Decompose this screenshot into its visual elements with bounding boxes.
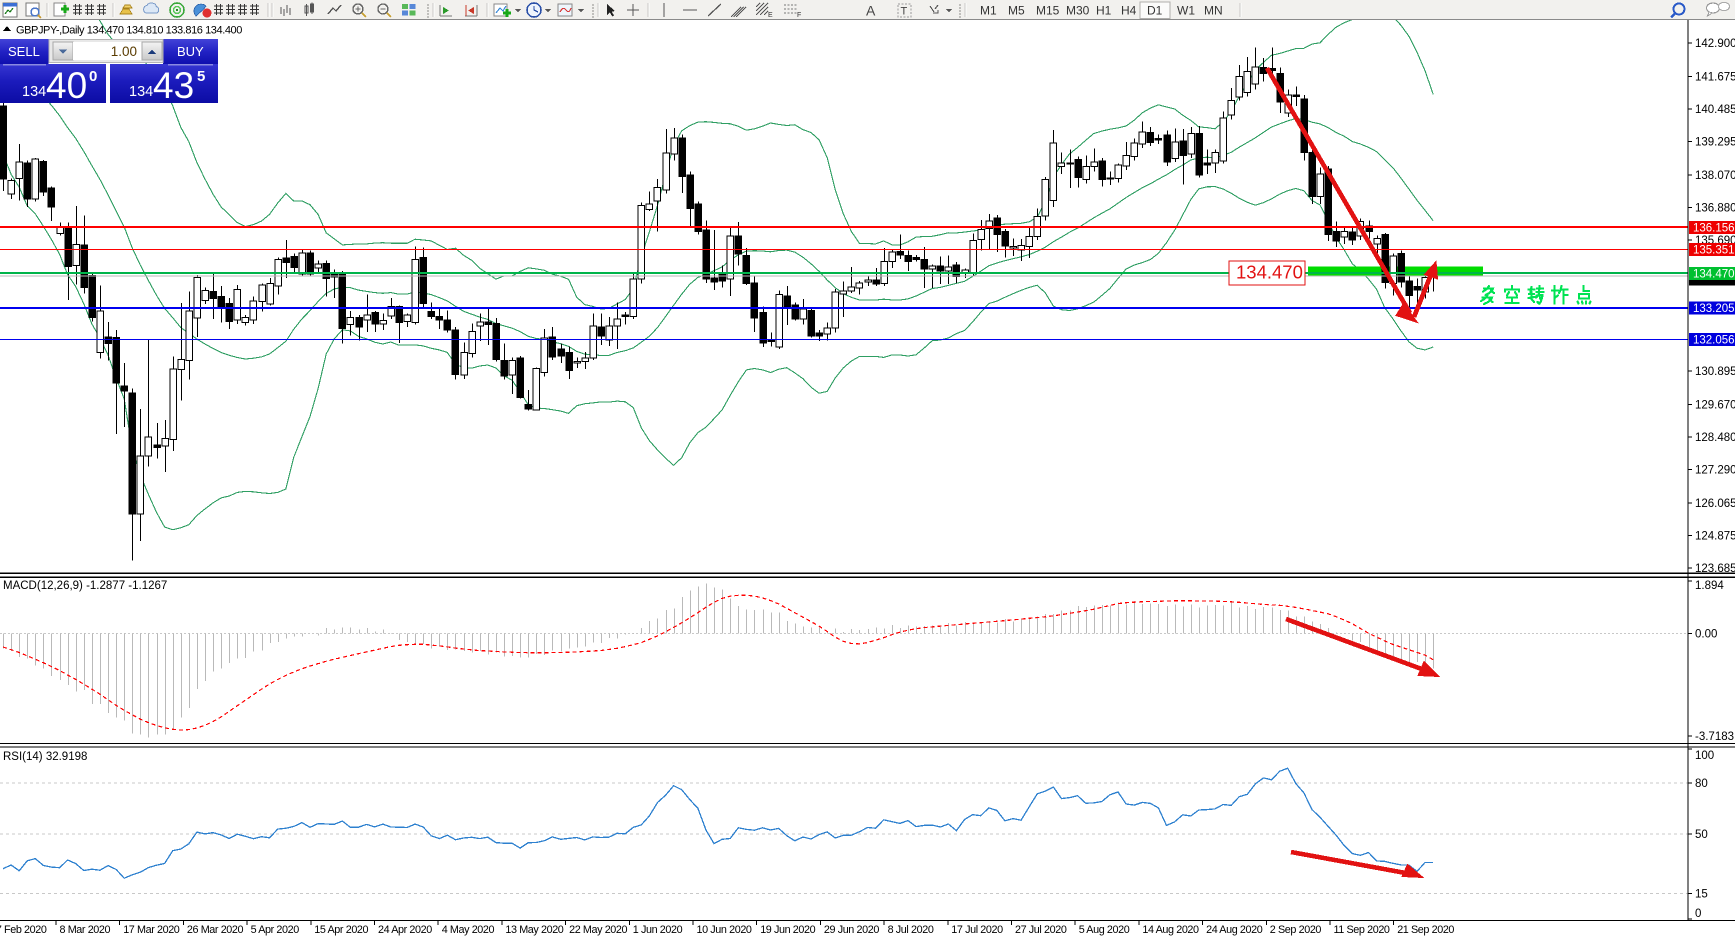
- svg-text:15 Apr 2020: 15 Apr 2020: [314, 924, 368, 936]
- svg-text:134.470: 134.470: [1236, 262, 1303, 283]
- svg-text:134: 134: [22, 84, 46, 100]
- svg-text:27 Jul 2020: 27 Jul 2020: [1015, 924, 1067, 936]
- svg-text:RSI(14) 32.9198: RSI(14) 32.9198: [3, 751, 87, 763]
- svg-text:2 Sep 2020: 2 Sep 2020: [1270, 924, 1322, 936]
- svg-text:H4: H4: [1121, 4, 1137, 18]
- svg-text:5 Apr 2020: 5 Apr 2020: [251, 924, 300, 936]
- svg-text:5 Aug 2020: 5 Aug 2020: [1079, 924, 1130, 936]
- svg-text:100: 100: [1695, 750, 1714, 762]
- svg-text:13 May 2020: 13 May 2020: [505, 924, 563, 936]
- svg-text:M1: M1: [980, 4, 997, 18]
- svg-text:142.900: 142.900: [1695, 38, 1735, 50]
- svg-text:M15: M15: [1036, 4, 1060, 18]
- svg-text:136.156: 136.156: [1693, 222, 1735, 234]
- svg-text:22 May 2020: 22 May 2020: [569, 924, 627, 936]
- svg-text:24 Apr 2020: 24 Apr 2020: [378, 924, 432, 936]
- svg-text:H1: H1: [1096, 4, 1112, 18]
- svg-text:135.351: 135.351: [1693, 244, 1735, 256]
- svg-text:A: A: [866, 3, 876, 19]
- svg-text:BUY: BUY: [177, 44, 204, 59]
- svg-text:1.00: 1.00: [111, 44, 137, 59]
- svg-text:0.00: 0.00: [1695, 629, 1717, 641]
- svg-text:M30: M30: [1066, 4, 1090, 18]
- svg-text:D1: D1: [1147, 4, 1163, 18]
- svg-text:E: E: [768, 12, 773, 19]
- svg-text:138.070: 138.070: [1695, 170, 1735, 182]
- svg-text:133.205: 133.205: [1693, 303, 1735, 315]
- svg-text:136.880: 136.880: [1695, 203, 1735, 215]
- svg-text:14 Aug 2020: 14 Aug 2020: [1142, 924, 1199, 936]
- svg-text:17 Jul 2020: 17 Jul 2020: [951, 924, 1003, 936]
- svg-text:134.470: 134.470: [1693, 268, 1735, 280]
- svg-text:43: 43: [153, 65, 194, 106]
- svg-text:M5: M5: [1008, 4, 1025, 18]
- svg-text:130.895: 130.895: [1695, 366, 1735, 378]
- svg-text:139.295: 139.295: [1695, 137, 1735, 149]
- svg-text:140.485: 140.485: [1695, 104, 1735, 116]
- svg-text:15: 15: [1695, 889, 1708, 901]
- svg-text:8 Jul 2020: 8 Jul 2020: [888, 924, 934, 936]
- svg-text:141.675: 141.675: [1695, 72, 1735, 84]
- svg-text:11 Sep 2020: 11 Sep 2020: [1334, 924, 1390, 936]
- svg-text:124.875: 124.875: [1695, 531, 1735, 543]
- svg-text:24 Aug 2020: 24 Aug 2020: [1206, 924, 1263, 936]
- svg-text:4 May 2020: 4 May 2020: [442, 924, 495, 936]
- svg-text:10 Jun 2020: 10 Jun 2020: [697, 924, 752, 936]
- svg-text:29 Jun 2020: 29 Jun 2020: [824, 924, 879, 936]
- svg-text:F: F: [797, 12, 801, 19]
- svg-text:123.685: 123.685: [1695, 563, 1735, 575]
- svg-text:0: 0: [89, 68, 97, 85]
- svg-text:5: 5: [197, 68, 205, 85]
- svg-text:21 Sep 2020: 21 Sep 2020: [1397, 924, 1454, 936]
- svg-text:MACD(12,26,9) -1.2877 -1.1267: MACD(12,26,9) -1.2877 -1.1267: [3, 580, 167, 592]
- svg-text:T: T: [901, 6, 908, 18]
- svg-text:128.480: 128.480: [1695, 432, 1735, 444]
- svg-text:50: 50: [1695, 829, 1708, 841]
- svg-text:132.056: 132.056: [1693, 334, 1735, 346]
- svg-text:GBPJPY-,Daily 134.470 134.810: GBPJPY-,Daily 134.470 134.810 133.816 13…: [16, 25, 242, 37]
- svg-text:134: 134: [129, 84, 153, 100]
- svg-text:40: 40: [46, 65, 87, 106]
- svg-text:19 Jun 2020: 19 Jun 2020: [760, 924, 815, 936]
- svg-text:8 Mar 2020: 8 Mar 2020: [60, 924, 111, 936]
- svg-text:80: 80: [1695, 778, 1708, 790]
- svg-text:127.290: 127.290: [1695, 465, 1735, 477]
- svg-text:0: 0: [1695, 908, 1701, 920]
- svg-text:7 Feb 2020: 7 Feb 2020: [0, 924, 47, 936]
- svg-text:129.670: 129.670: [1695, 400, 1735, 412]
- svg-text:SELL: SELL: [8, 44, 40, 59]
- svg-text:26 Mar 2020: 26 Mar 2020: [187, 924, 244, 936]
- svg-text:17 Mar 2020: 17 Mar 2020: [123, 924, 180, 936]
- svg-text:1 Jun 2020: 1 Jun 2020: [633, 924, 683, 936]
- svg-text:MN: MN: [1204, 4, 1223, 18]
- svg-text:1.894: 1.894: [1695, 580, 1724, 592]
- svg-text:W1: W1: [1177, 4, 1195, 18]
- svg-text:-3.7183: -3.7183: [1695, 731, 1734, 743]
- svg-text:126.065: 126.065: [1695, 498, 1735, 510]
